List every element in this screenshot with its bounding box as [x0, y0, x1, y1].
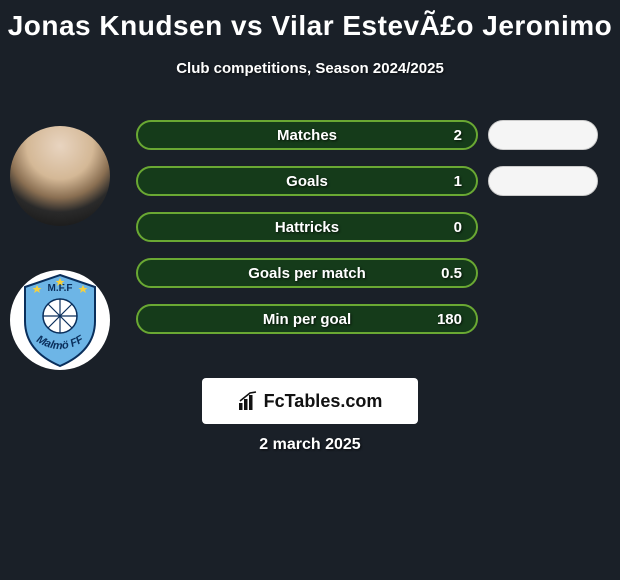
footer-brand-text: FcTables.com — [264, 391, 383, 412]
stat-bar-left: Min per goal 180 — [136, 304, 478, 334]
footer-brand-badge: FcTables.com — [202, 378, 418, 424]
chart-icon — [238, 391, 258, 411]
stat-row: Hattricks 0 — [136, 212, 610, 242]
stat-value-left: 1 — [454, 173, 462, 190]
stat-bar-left: Matches 2 — [136, 120, 478, 150]
stat-row: Goals per match 0.5 — [136, 258, 610, 288]
stat-label: Matches — [277, 127, 337, 144]
page-subtitle: Club competitions, Season 2024/2025 — [0, 60, 620, 77]
stat-bar-left: Goals per match 0.5 — [136, 258, 478, 288]
stat-bar-left: Goals 1 — [136, 166, 478, 196]
stat-value-left: 0 — [454, 219, 462, 236]
stat-row: Matches 2 — [136, 120, 610, 150]
stat-label: Min per goal — [263, 311, 351, 328]
page-title: Jonas Knudsen vs Vilar EstevÃ£o Jeronimo — [0, 0, 620, 42]
footer-date: 2 march 2025 — [259, 436, 360, 454]
stats-container: Matches 2 Goals 1 Hattricks 0 Goals per match 0… — [136, 120, 610, 350]
stat-row: Min per goal 180 — [136, 304, 610, 334]
player1-club-badge: M.F.F Malmö FF — [10, 270, 110, 370]
player1-avatar — [10, 126, 110, 226]
stat-label: Goals per match — [248, 265, 366, 282]
stat-bar-left: Hattricks 0 — [136, 212, 478, 242]
club-shield-icon: M.F.F Malmö FF — [19, 273, 101, 368]
club-abbrev: M.F.F — [48, 283, 73, 294]
stat-pill-right — [488, 166, 598, 196]
stat-value-left: 0.5 — [441, 265, 462, 282]
stat-pill-right — [488, 120, 598, 150]
stat-row: Goals 1 — [136, 166, 610, 196]
stat-value-left: 180 — [437, 311, 462, 328]
stat-value-left: 2 — [454, 127, 462, 144]
stat-label: Goals — [286, 173, 328, 190]
stat-label: Hattricks — [275, 219, 339, 236]
